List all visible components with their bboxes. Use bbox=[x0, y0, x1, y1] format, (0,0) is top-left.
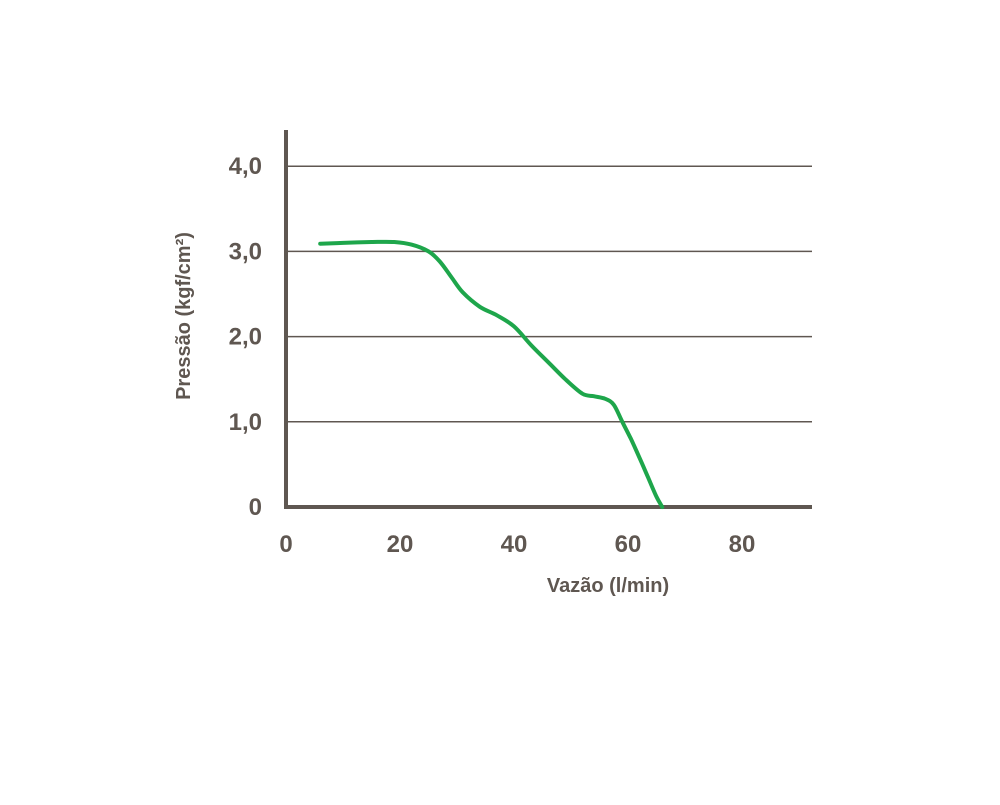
x-tick-label: 20 bbox=[387, 531, 414, 558]
y-axis-label: Pressão (kgf/cm²) bbox=[173, 232, 195, 400]
axis-layer bbox=[284, 130, 812, 509]
x-tick-label: 80 bbox=[729, 531, 756, 558]
y-tick-label: 3,0 bbox=[229, 238, 262, 265]
series-line bbox=[318, 239, 665, 509]
x-tick-label: 60 bbox=[615, 531, 642, 558]
x-tick-label: 0 bbox=[279, 531, 292, 558]
y-tick-label: 2,0 bbox=[229, 324, 262, 351]
y-tick-label: 1,0 bbox=[229, 409, 262, 436]
tick-labels: 0 1,0 2,0 3,0 4,0 0 20 40 60 80 bbox=[229, 153, 756, 558]
x-axis-label: Vazão (l/min) bbox=[547, 575, 669, 597]
y-tick-label: 0 bbox=[249, 494, 262, 521]
series-layer bbox=[318, 239, 665, 509]
y-tick-label: 4,0 bbox=[229, 153, 262, 180]
grid-layer bbox=[286, 165, 812, 423]
x-tick-label: 40 bbox=[501, 531, 528, 558]
